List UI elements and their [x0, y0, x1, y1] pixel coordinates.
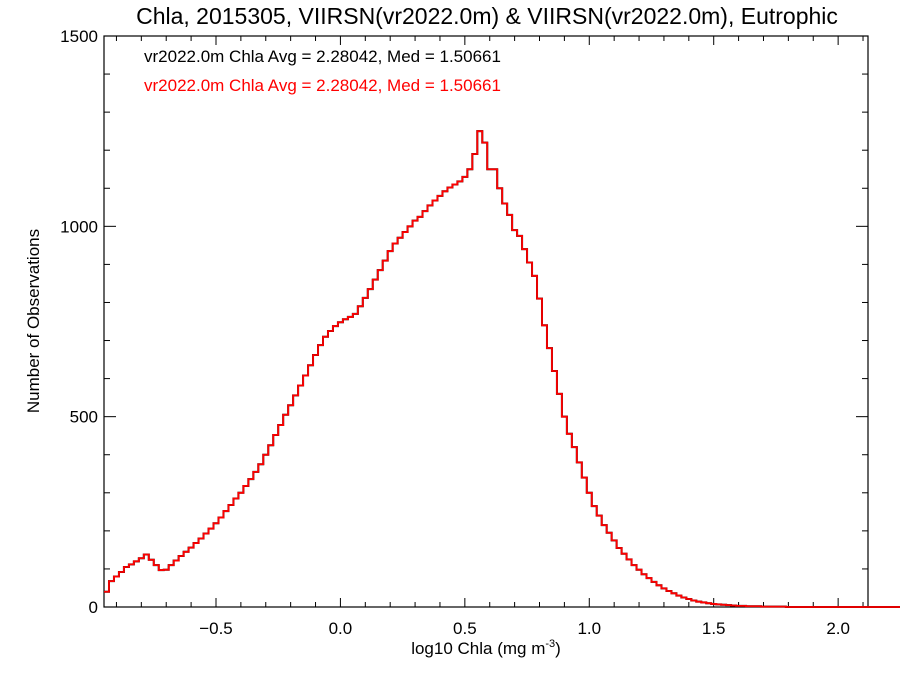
x-axis-label-sup: -3 — [545, 638, 555, 650]
annotation-red: vr2022.0m Chla Avg = 2.28042, Med = 1.50… — [144, 76, 501, 95]
x-axis-label-close: ) — [555, 639, 561, 658]
y-axis-label: Number of Observations — [24, 229, 43, 413]
annotation-black: vr2022.0m Chla Avg = 2.28042, Med = 1.50… — [144, 47, 501, 66]
plot-frame — [103, 35, 869, 608]
x-tick-label: 0.5 — [453, 619, 477, 638]
x-tick-label: 1.0 — [577, 619, 601, 638]
x-tick-label: 0.0 — [329, 619, 353, 638]
y-tick-label: 0 — [89, 598, 98, 617]
x-axis-label: log10 Chla (mg m-3) — [411, 638, 561, 658]
series-group — [104, 130, 900, 608]
x-tick-label: −0.5 — [199, 619, 233, 638]
x-tick-label: 2.0 — [826, 619, 850, 638]
chart-title: Chla, 2015305, VIIRSN(vr2022.0m) & VIIRS… — [136, 3, 838, 29]
series-line-1 — [104, 130, 900, 608]
y-tick-label: 1500 — [60, 27, 98, 46]
y-tick-label: 1000 — [60, 217, 98, 236]
x-tick-label: 1.5 — [702, 619, 726, 638]
axis-ticks: −0.5 0.0 0.5 1.0 1.5 2.0 0 500 1000 1500 — [60, 27, 868, 638]
y-tick-label: 500 — [70, 408, 98, 427]
x-axis-label-main: log10 Chla (mg m — [411, 639, 545, 658]
